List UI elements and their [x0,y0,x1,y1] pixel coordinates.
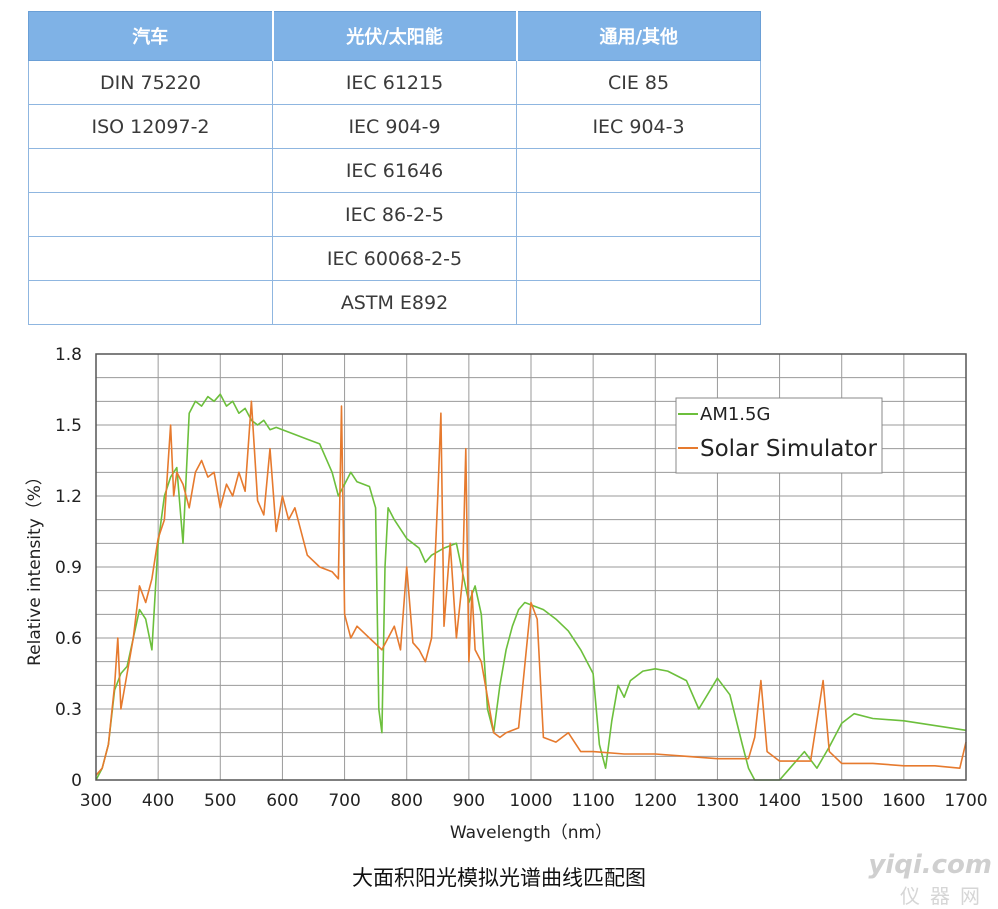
y-tick-label: 0 [71,771,82,791]
x-axis-label: Wavelength（nm） [450,823,612,843]
table-cell: IEC 86-2-5 [272,192,517,237]
spectrum-chart: 300 400 500 600 700 800 900 1000 1100 1200 1300 140… [25,345,988,843]
table-cell [28,280,273,325]
chart-legend: AM1.5G Solar Simulator [675,397,883,474]
plot-frame [95,353,967,781]
table-cell: IEC 61215 [272,60,517,105]
table-cell: DIN 75220 [28,60,273,105]
chart-caption: 大面积阳光模拟光谱曲线匹配图 [352,866,646,890]
table-cell [516,192,761,237]
table-row: DIN 75220 IEC 61215 CIE 85 [28,60,761,105]
table-cell: ASTM E892 [272,280,517,325]
table-cell [28,148,273,193]
table-cell: IEC 904-3 [516,104,761,149]
table-row: IEC 60068-2-5 [28,236,761,281]
series-line-am15g [95,393,967,781]
chart-series [95,393,967,781]
x-tick-label: 400 [142,791,174,811]
watermark-brand: 仪器网 [900,884,990,908]
table-row: ISO 12097-2 IEC 904-9 IEC 904-3 [28,104,761,149]
table-cell [516,236,761,281]
table-row: ASTM E892 [28,280,761,325]
standards-table: 汽车 光伏/太阳能 通用/其他 DIN 75220 IEC 61215 CIE … [28,11,761,325]
y-tick-label: 1.2 [55,487,82,507]
series-line-solar-simulator [95,400,967,776]
table-cell: IEC 904-9 [272,104,517,149]
x-tick-label: 1400 [758,791,801,811]
table-row: IEC 86-2-5 [28,192,761,237]
x-tick-label: 1600 [882,791,925,811]
table-row: IEC 61646 [28,148,761,193]
x-tick-label: 1000 [509,791,552,811]
x-tick-label: 1300 [696,791,739,811]
header-general: 通用/其他 [516,11,761,61]
table-header-row: 汽车 光伏/太阳能 通用/其他 [28,11,761,61]
legend-box [675,397,883,474]
y-tick-label: 0.9 [55,558,82,578]
x-tick-label: 900 [453,791,485,811]
table-cell [28,192,273,237]
y-tick-label: 0.6 [55,629,82,649]
table-cell: CIE 85 [516,60,761,105]
table-cell: IEC 61646 [272,148,517,193]
y-tick-label: 1.5 [55,416,82,436]
table-cell [516,280,761,325]
x-tick-label: 800 [390,791,422,811]
table-cell: ISO 12097-2 [28,104,273,149]
watermark-site: yiqi.com [868,850,992,880]
x-tick-label: 1500 [820,791,863,811]
x-tick-label: 1200 [634,791,677,811]
header-automotive: 汽车 [28,11,274,61]
x-tick-label: 600 [266,791,298,811]
x-tick-label: 700 [328,791,360,811]
legend-label-solar-simulator: Solar Simulator [700,436,877,462]
y-tick-label: 1.8 [55,345,82,365]
x-tick-label: 500 [204,791,236,811]
table-cell: IEC 60068-2-5 [272,236,517,281]
x-tick-label: 1700 [944,791,987,811]
table-cell [28,236,273,281]
chart-tick-labels: 300 400 500 600 700 800 900 1000 1100 1200 1300 140… [55,345,988,811]
x-tick-label: 300 [80,791,112,811]
x-tick-label: 1100 [572,791,615,811]
header-photovoltaic: 光伏/太阳能 [272,11,518,61]
legend-label-am15g: AM1.5G [700,404,770,425]
y-axis-label: Relative intensity（%） [25,468,45,666]
table-cell [516,148,761,193]
y-tick-label: 0.3 [55,700,82,720]
